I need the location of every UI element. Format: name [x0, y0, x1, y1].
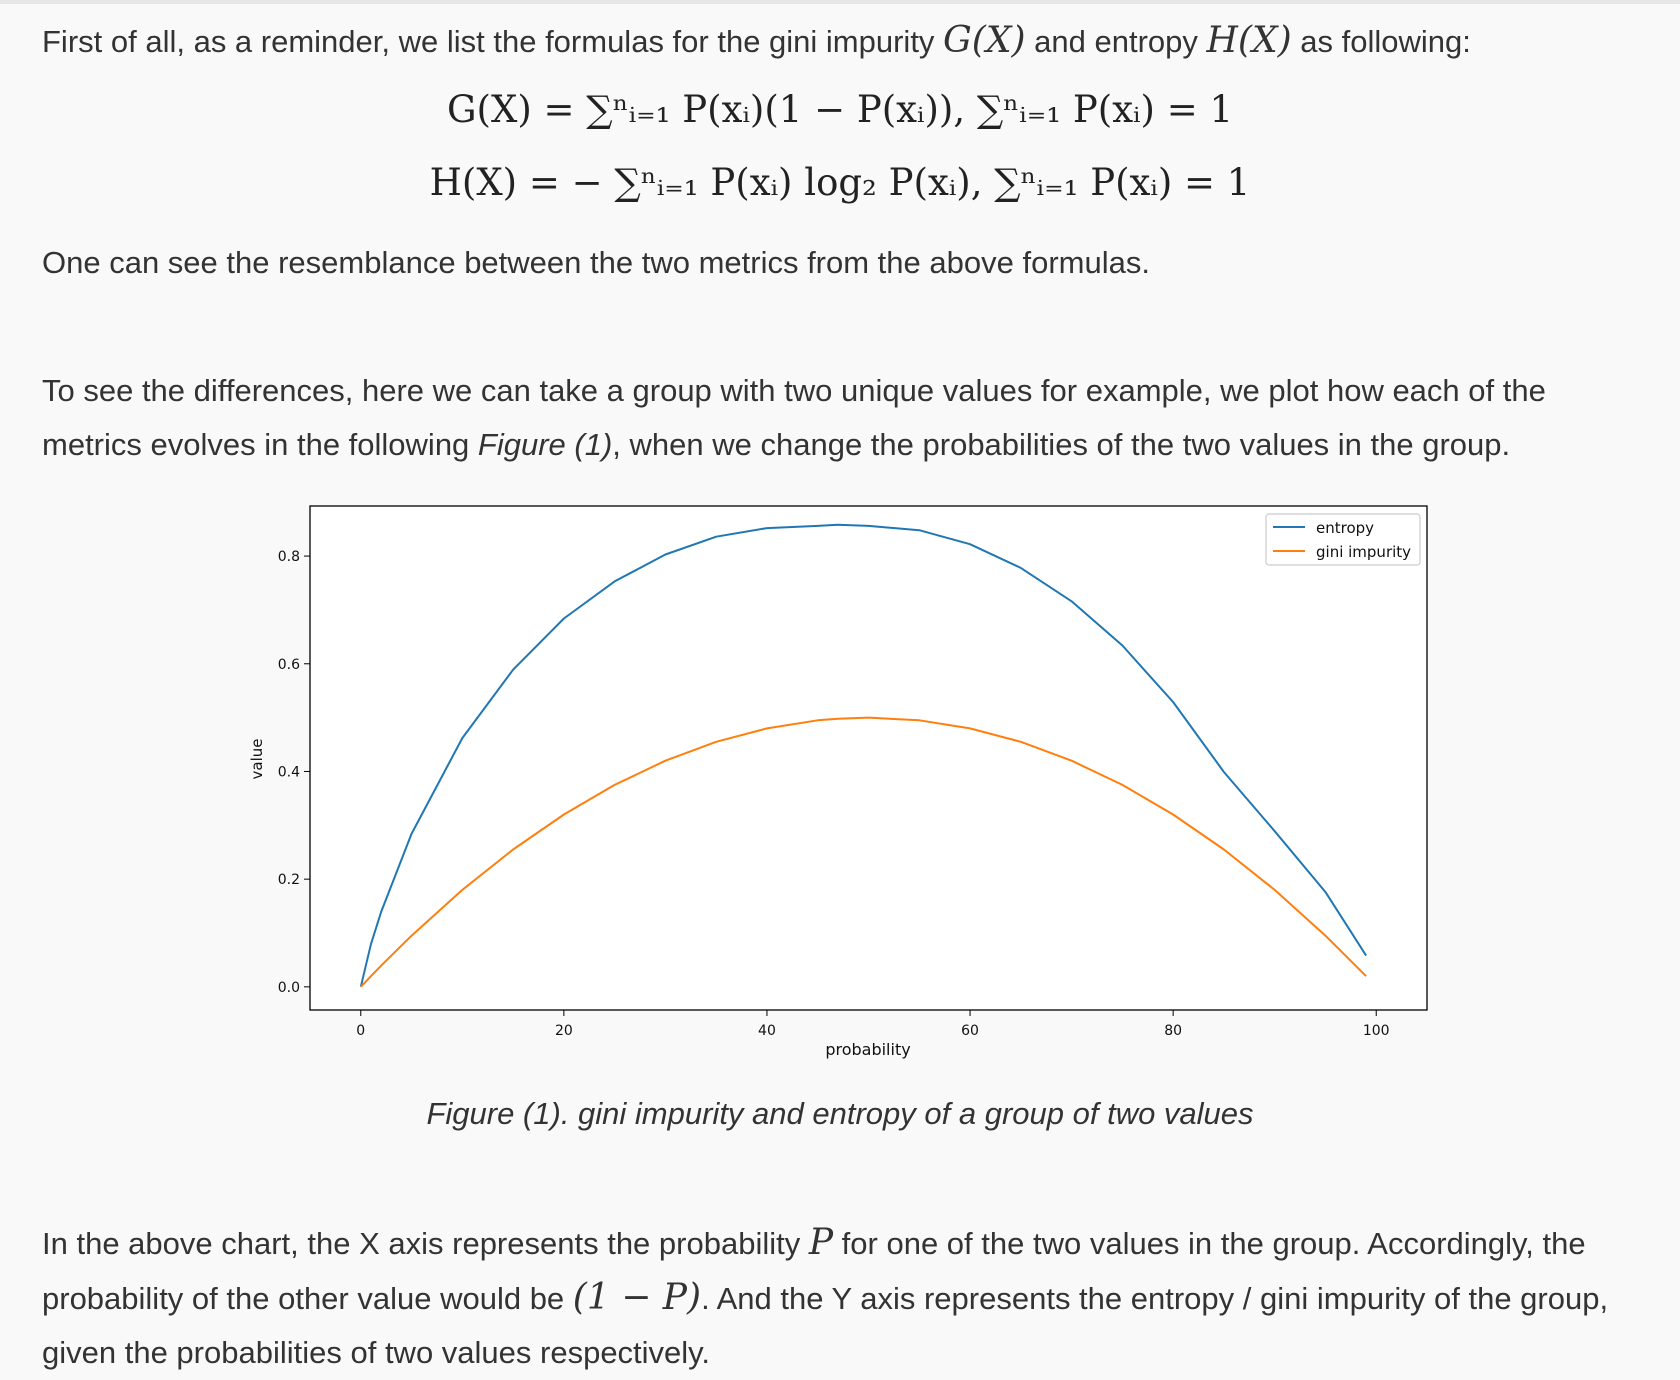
plot-area: [310, 506, 1427, 1010]
y-tick-label: 0.2: [278, 872, 300, 888]
y-tick-label: 0.0: [278, 980, 300, 996]
y-tick-label: 0.6: [278, 657, 300, 673]
explanation-text: In the above chart, the X axis represent…: [42, 1226, 809, 1261]
x-tick-label: 80: [1164, 1023, 1182, 1039]
x-tick-label: 40: [758, 1023, 776, 1039]
x-axis-label: probability: [825, 1040, 910, 1059]
legend-label-entropy: entropy: [1316, 519, 1374, 537]
y-tick-label: 0.8: [278, 549, 300, 565]
probability-symbol: P: [809, 1222, 833, 1263]
y-tick-label: 0.4: [278, 764, 300, 780]
figure-caption: Figure (1). gini impurity and entropy of…: [0, 1096, 1680, 1132]
x-tick-label: 0: [356, 1023, 365, 1039]
complement-symbol: (1 − P): [573, 1277, 701, 1318]
legend-label-gini: gini impurity: [1316, 543, 1411, 561]
x-tick-label: 20: [555, 1023, 573, 1039]
legend: entropy gini impurity: [1266, 514, 1420, 565]
x-tick-label: 60: [961, 1023, 979, 1039]
explanation-paragraph: In the above chart, the X axis represent…: [42, 1216, 1642, 1380]
x-tick-label: 100: [1363, 1023, 1390, 1039]
y-axis-label: value: [248, 739, 266, 780]
